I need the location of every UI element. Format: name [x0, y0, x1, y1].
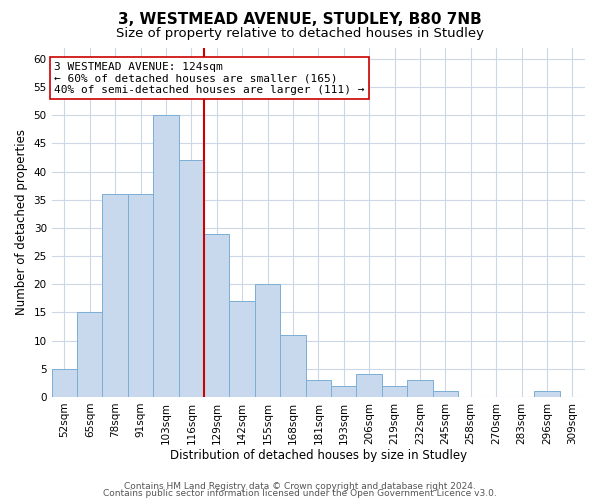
Bar — [179, 160, 204, 397]
Text: 3 WESTMEAD AVENUE: 124sqm
← 60% of detached houses are smaller (165)
40% of semi: 3 WESTMEAD AVENUE: 124sqm ← 60% of detac… — [54, 62, 365, 95]
Bar — [280, 335, 305, 397]
Bar — [229, 301, 255, 397]
Bar — [382, 386, 407, 397]
Text: 3, WESTMEAD AVENUE, STUDLEY, B80 7NB: 3, WESTMEAD AVENUE, STUDLEY, B80 7NB — [118, 12, 482, 28]
Bar — [305, 380, 331, 397]
Bar — [356, 374, 382, 397]
Bar — [407, 380, 433, 397]
Text: Size of property relative to detached houses in Studley: Size of property relative to detached ho… — [116, 28, 484, 40]
Bar — [77, 312, 103, 397]
Bar — [153, 115, 179, 397]
Bar — [433, 392, 458, 397]
Text: Contains HM Land Registry data © Crown copyright and database right 2024.: Contains HM Land Registry data © Crown c… — [124, 482, 476, 491]
Bar — [331, 386, 356, 397]
Bar — [103, 194, 128, 397]
Y-axis label: Number of detached properties: Number of detached properties — [15, 129, 28, 315]
Text: Contains public sector information licensed under the Open Government Licence v3: Contains public sector information licen… — [103, 488, 497, 498]
Bar — [128, 194, 153, 397]
X-axis label: Distribution of detached houses by size in Studley: Distribution of detached houses by size … — [170, 450, 467, 462]
Bar — [255, 284, 280, 397]
Bar — [204, 234, 229, 397]
Bar — [534, 392, 560, 397]
Bar — [52, 369, 77, 397]
